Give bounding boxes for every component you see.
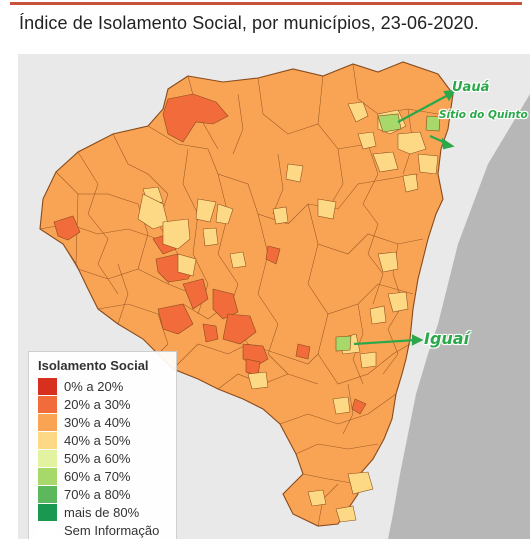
legend-item: Sem Informação xyxy=(38,521,176,539)
top-rule xyxy=(10,2,522,5)
ocean xyxy=(388,94,530,539)
map-title: Índice de Isolamento Social, por municíp… xyxy=(19,13,479,33)
callout-uaua: Uauá xyxy=(452,80,490,95)
legend-swatch xyxy=(38,449,57,467)
legend-title: Isolamento Social xyxy=(38,358,149,373)
legend-swatch xyxy=(38,431,57,449)
legend-label: Sem Informação xyxy=(64,522,160,538)
callout-arrows xyxy=(353,89,457,346)
legend-item: 60% a 70% xyxy=(38,467,176,485)
legend-item: 20% a 30% xyxy=(38,395,176,413)
legend-item: 30% a 40% xyxy=(38,413,176,431)
legend-swatch xyxy=(38,377,57,395)
legend-label: 60% a 70% xyxy=(64,468,131,484)
legend-item: 40% a 50% xyxy=(38,431,176,449)
legend-label: 0% a 20% xyxy=(64,378,124,394)
callout-sitio-do-quinto: Sítio do Quinto xyxy=(439,109,528,121)
legend-item: 0% a 20% xyxy=(38,377,176,395)
legend-swatch xyxy=(38,395,57,413)
legend-item: 70% a 80% xyxy=(38,485,176,503)
legend-label: mais de 80% xyxy=(64,504,140,520)
legend-swatch xyxy=(38,467,57,485)
legend: Isolamento Social 0% a 20% 20% a 30% 30%… xyxy=(28,351,177,539)
legend-swatch xyxy=(38,503,57,521)
legend-swatch xyxy=(38,413,57,431)
callout-iguai: Iguaí xyxy=(424,329,470,348)
legend-label: 20% a 30% xyxy=(64,396,131,412)
legend-item: mais de 80% xyxy=(38,503,176,521)
legend-label: 50% a 60% xyxy=(64,450,131,466)
legend-label: 30% a 40% xyxy=(64,414,131,430)
legend-item: 50% a 60% xyxy=(38,449,176,467)
regions-60-70 xyxy=(335,113,441,352)
legend-label: 70% a 80% xyxy=(64,486,131,502)
legend-swatch xyxy=(38,485,57,503)
legend-label: 40% a 50% xyxy=(64,432,131,448)
legend-swatch xyxy=(38,521,57,539)
